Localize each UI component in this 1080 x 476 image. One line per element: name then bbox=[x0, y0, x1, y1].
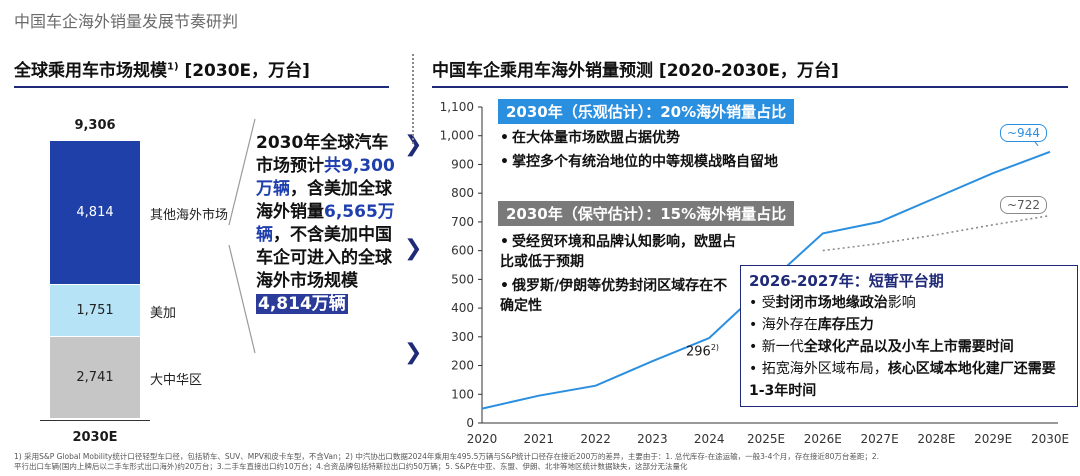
x-tick-label: 2022 bbox=[580, 432, 611, 446]
x-tick-label: 2024 bbox=[694, 432, 725, 446]
y-tick-label: 0 bbox=[466, 416, 474, 430]
platform-box-item: • 海外存在库存压力 bbox=[749, 317, 874, 333]
bullet-strong: 统治地位的中等规模战略自留地 bbox=[582, 154, 778, 170]
callout-part-4: 6,565万辆 bbox=[256, 202, 395, 245]
optimistic-bullet: • 掌控多个有统治地位的中等规模战略自留地 bbox=[500, 154, 778, 170]
stacked-bar: 4,814 1,751 2,741 bbox=[50, 141, 140, 419]
conservative-bullet: • 俄罗斯/伊朗等优势封闭区域存在不确定性 bbox=[500, 278, 728, 314]
footnote-line: 平行出口车辆(国内上牌后以二手车形式出口海外)约20万台；3.二手车直接出口约1… bbox=[14, 462, 688, 471]
y-tick-label: 500 bbox=[451, 272, 474, 286]
bar-x-label: 2030E bbox=[72, 430, 118, 445]
x-tick-label: 2027E bbox=[861, 432, 899, 446]
platform-box-item: • 受封闭市场地缘政治影响 bbox=[749, 295, 916, 311]
bracket-line-bottom bbox=[228, 244, 256, 354]
bullet-pre: 掌控多个有 bbox=[512, 154, 582, 170]
conservative-series-line bbox=[822, 214, 1051, 252]
chevron-right-icon: ❯ bbox=[404, 340, 423, 365]
bullet-post: 影响，欧盟占比或低于预期 bbox=[500, 234, 736, 270]
platform-box-item: • 新一代全球化产品以及小车上市需要时间 bbox=[749, 339, 1014, 355]
bar-segment-value: 2,741 bbox=[76, 370, 114, 386]
callout-part-1: 2030年全球汽车市场预计 bbox=[256, 133, 389, 176]
x-tick-label: 2029E bbox=[974, 432, 1012, 446]
bar-segment-other-overseas: 4,814 bbox=[50, 141, 140, 284]
callout-part-5: ，不含美加中国车企可进入的全球海外市场规模 bbox=[256, 225, 392, 291]
x-tick-label: 2028E bbox=[917, 432, 955, 446]
annotation-conservative-2030: ~722 bbox=[1000, 196, 1047, 214]
page-title: 中国车企海外销量发展节奏研判 bbox=[14, 12, 239, 31]
bar-total-label: 9,306 bbox=[74, 118, 116, 133]
callout-bracket bbox=[228, 118, 256, 354]
x-tick-label: 2020 bbox=[467, 432, 498, 446]
bar-segment-us-canada: 1,751 bbox=[50, 284, 140, 337]
x-tick-label: 2030E bbox=[1031, 432, 1069, 446]
bar-baseline bbox=[40, 420, 150, 421]
x-axis: 2020 2021 2022 2023 2024 2025E 2026E 2027E 2028E… bbox=[467, 422, 1069, 446]
bar-segment-greater-china: 2,741 bbox=[50, 337, 140, 418]
chevron-right-icon: ❯ bbox=[404, 236, 423, 261]
x-tick-label: 2023 bbox=[637, 432, 668, 446]
platform-box-item: • 拓宽海外区域布局，核心区域本地化建厂还需要1-3年时间 bbox=[749, 361, 1056, 399]
bullet-strong: 经贸环境和品牌认知 bbox=[526, 234, 652, 250]
y-tick-label: 400 bbox=[451, 301, 474, 315]
bar-segment-value: 1,751 bbox=[76, 302, 114, 318]
bracket-line-top bbox=[228, 118, 256, 226]
segment-label-other-overseas: 其他海外市场 bbox=[150, 207, 229, 223]
bullet-pre: 受 bbox=[512, 234, 526, 250]
left-section-title: 全球乘用车市场规模1) [2030E，万台] bbox=[14, 56, 310, 81]
left-title-sup: 1) bbox=[167, 61, 179, 73]
callout-part-3: ，含美加全球海外销量 bbox=[256, 179, 392, 222]
conservative-scenario-tag: 2030年（保守估计）：15%海外销量占比 bbox=[498, 201, 795, 226]
right-title-underline bbox=[432, 86, 1068, 88]
annotation-2024-sup: 2) bbox=[710, 343, 720, 352]
footnote-line: 1) 采用S&P Global Mobility统计口径轻型车口径，包括轿车、S… bbox=[14, 452, 880, 461]
y-tick-label: 900 bbox=[451, 157, 474, 171]
annotation-2024-value: 296 bbox=[686, 344, 711, 360]
right-title-unit: [2020-2030E，万台] bbox=[658, 61, 839, 81]
bullet-strong: 大体量市场欧盟占据优势 bbox=[526, 130, 680, 146]
segment-label-us-canada: 美加 bbox=[150, 305, 177, 321]
line-chart: 0 100 200 300 400 500 600 700 800 900 1,000 1,100 2… bbox=[440, 100, 1069, 446]
y-tick-label: 600 bbox=[451, 244, 474, 258]
y-tick-label: 800 bbox=[451, 186, 474, 200]
left-title-underline bbox=[14, 86, 389, 88]
y-tick-label: 1,000 bbox=[440, 129, 474, 143]
left-title-text: 全球乘用车市场规模 bbox=[14, 61, 167, 81]
chevron-right-icon: ❯ bbox=[404, 132, 423, 157]
bar-segment-value: 4,814 bbox=[76, 204, 114, 220]
optimistic-scenario-tag: 2030年（乐观估计）：20%海外销量占比 bbox=[498, 99, 795, 124]
callout-part-2: 共9,300万辆 bbox=[256, 156, 395, 199]
left-title-unit: [2030E，万台] bbox=[184, 61, 310, 81]
y-tick-label: 300 bbox=[451, 330, 474, 344]
y-tick-label: 1,100 bbox=[440, 100, 474, 114]
x-tick-label: 2025E bbox=[747, 432, 785, 446]
y-tick-label: 100 bbox=[451, 387, 474, 401]
platform-period-box: 2026-2027年：短暂平台期 • 受封闭市场地缘政治影响 • 海外存在库存压… bbox=[740, 265, 1078, 407]
footnotes: 1) 采用S&P Global Mobility统计口径轻型车口径，包括轿车、S… bbox=[14, 452, 1064, 472]
bullet-strong: 俄罗斯/伊朗等优势封闭区域存在不确定性 bbox=[500, 278, 728, 314]
conservative-bullet: • 受经贸环境和品牌认知影响，欧盟占比或低于预期 bbox=[500, 234, 736, 270]
bullet-pre: 在 bbox=[512, 130, 526, 146]
segment-label-greater-china: 大中华区 bbox=[150, 373, 203, 389]
x-tick-label: 2021 bbox=[524, 432, 555, 446]
right-title-text: 中国车企乘用车海外销量预测 bbox=[432, 61, 653, 81]
y-axis: 0 100 200 300 400 500 600 700 800 900 1,000 1,100 bbox=[440, 100, 483, 430]
right-section-title: 中国车企乘用车海外销量预测 [2020-2030E，万台] bbox=[432, 56, 839, 81]
market-callout: 2030年全球汽车市场预计共9,300万辆，含美加全球海外销量6,565万辆，不… bbox=[256, 132, 396, 316]
callout-part-6: 4,814万辆 bbox=[256, 294, 348, 314]
y-tick-label: 200 bbox=[451, 359, 474, 373]
platform-box-title: 2026-2027年：短暂平台期 bbox=[749, 272, 944, 290]
annotation-2024: 2962) bbox=[686, 343, 719, 359]
y-tick-label: 700 bbox=[451, 215, 474, 229]
optimistic-bullet: • 在大体量市场欧盟占据优势 bbox=[500, 130, 680, 146]
x-tick-label: 2026E bbox=[804, 432, 842, 446]
section-divider bbox=[412, 54, 414, 144]
annotation-optimistic-2030: ~944 bbox=[1000, 124, 1047, 142]
